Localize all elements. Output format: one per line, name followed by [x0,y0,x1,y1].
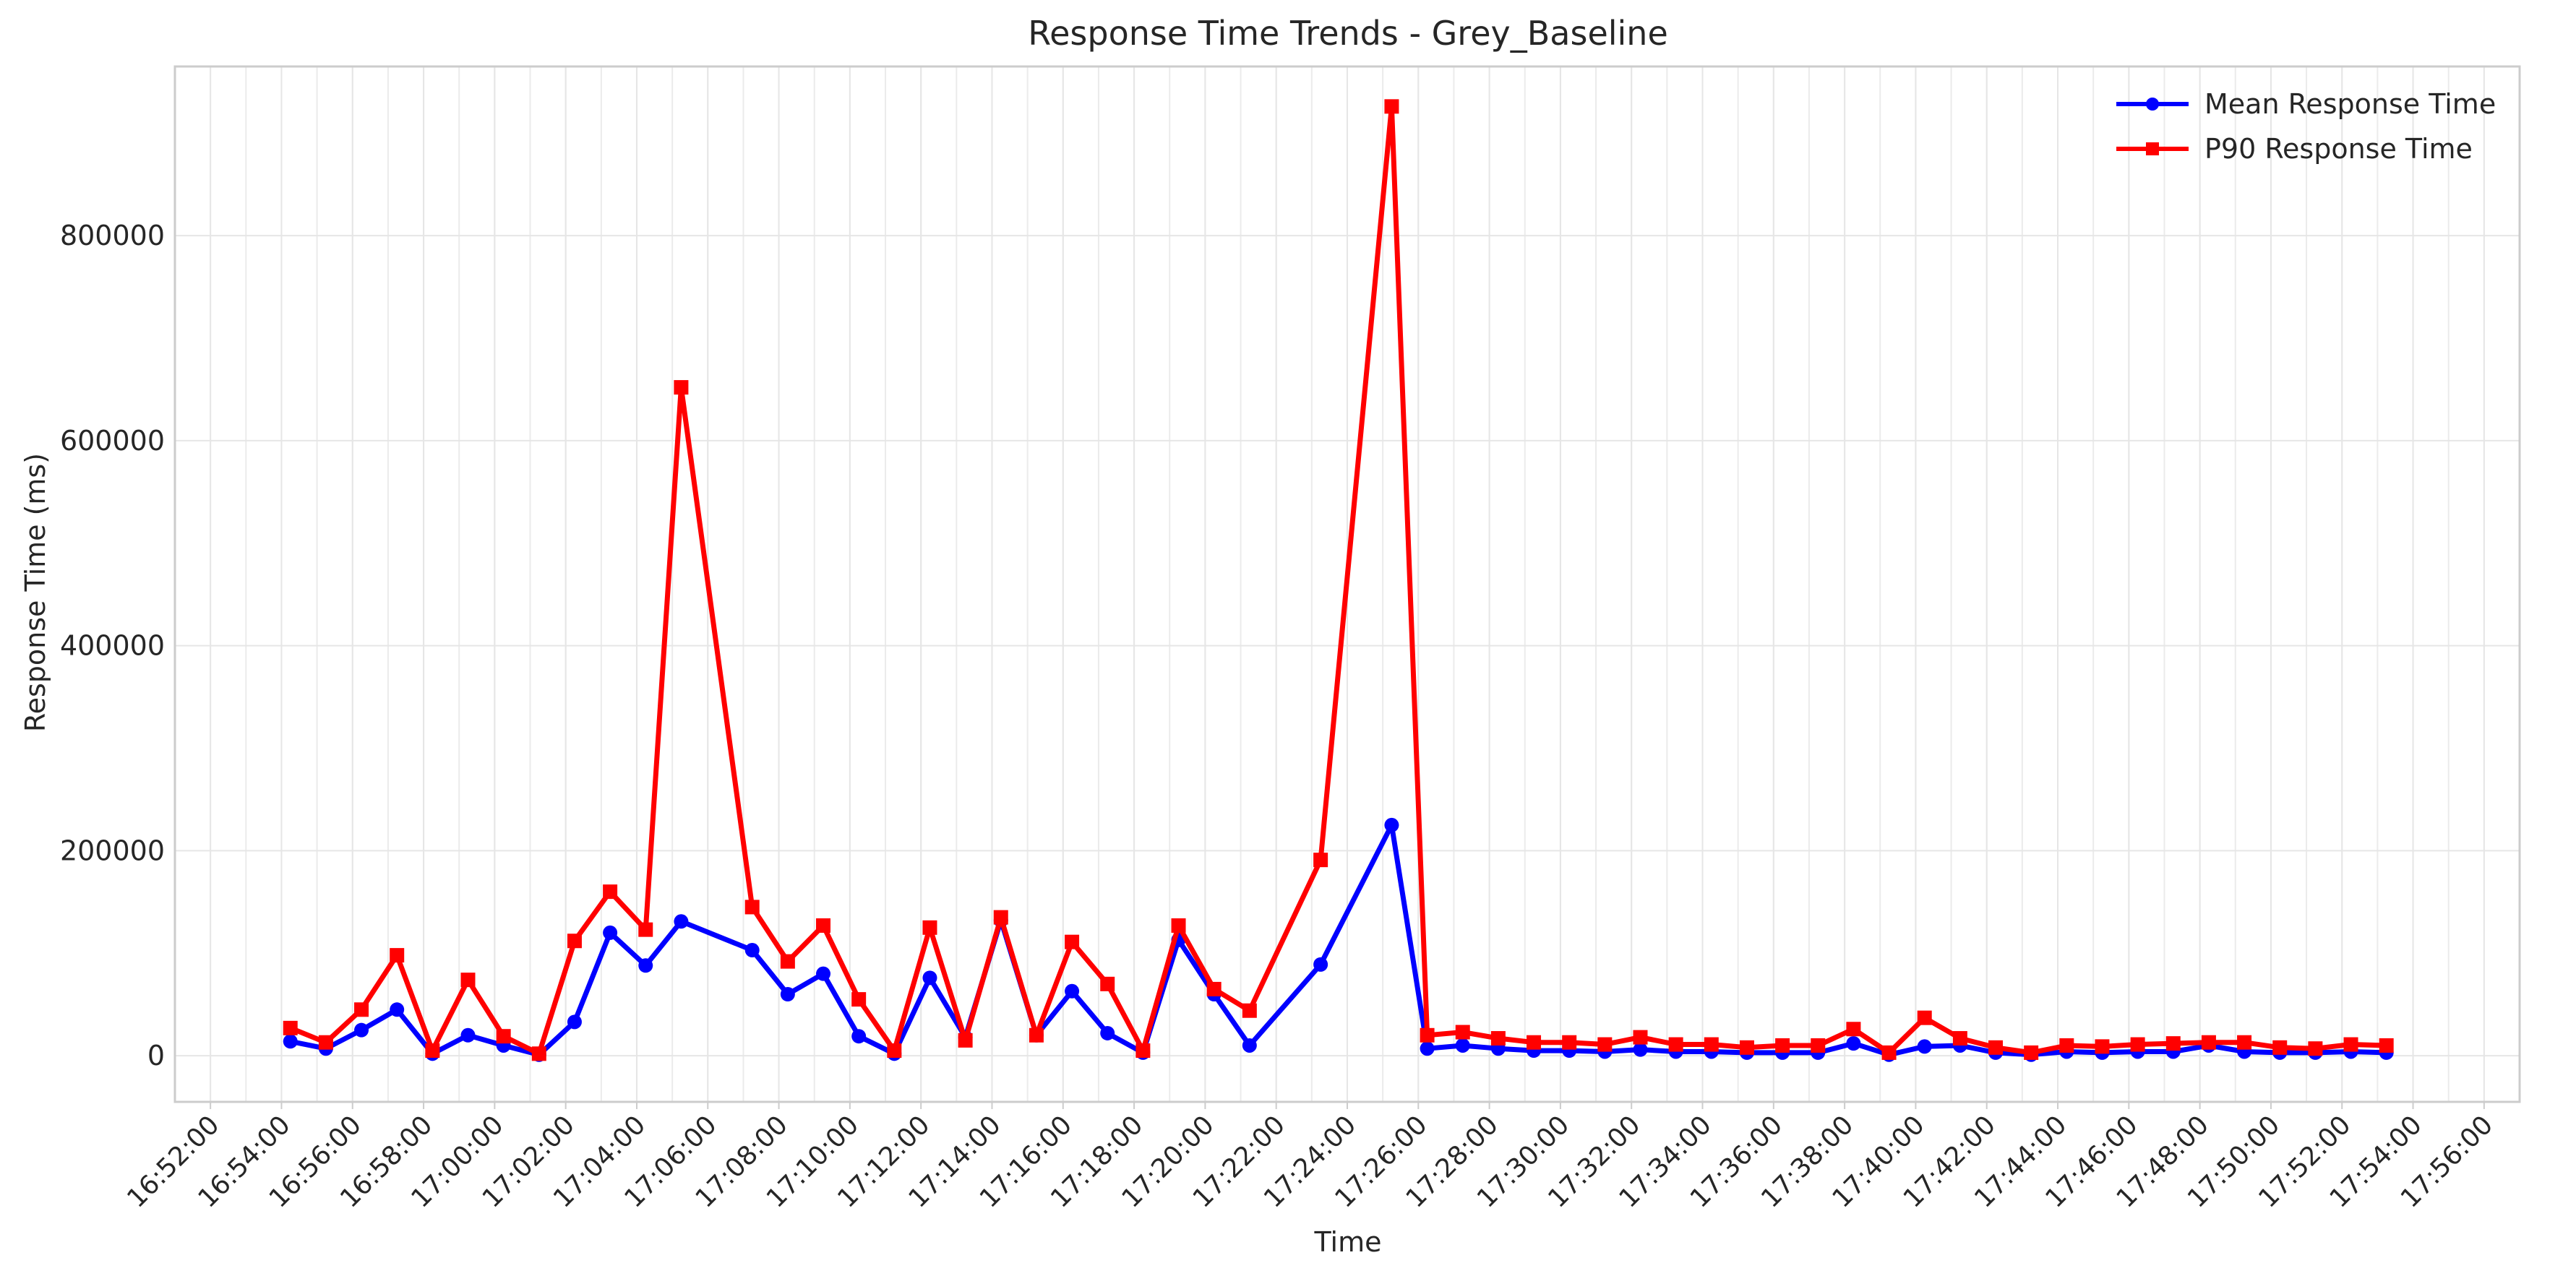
data-point [2165,1036,2181,1051]
y-axis-label: Response Time (ms) [20,453,51,732]
data-point [851,992,867,1007]
data-point [318,1035,333,1050]
data-point [460,973,476,988]
data-point [2343,1037,2358,1052]
data-point [567,1014,582,1030]
data-point [1242,1003,1257,1018]
data-point [283,1020,298,1035]
legend-label-mean: Mean Response Time [2204,88,2496,120]
data-point [922,970,937,986]
data-point [1384,817,1399,832]
data-point [638,922,653,937]
data-point [744,943,760,958]
legend-label-p90: P90 Response Time [2204,133,2473,165]
data-point [567,934,582,949]
data-point [1597,1037,1613,1052]
data-point [1988,1040,2004,1055]
data-point [744,900,760,915]
legend: Mean Response Time P90 Response Time [2116,88,2496,165]
y-tick-label: 800000 [60,220,165,251]
data-point [993,910,1008,925]
data-point [1490,1031,1506,1046]
data-point [1135,1043,1151,1059]
series-p90 [283,99,2394,1061]
data-point [2201,1035,2216,1050]
data-point [603,925,618,940]
grid [175,66,2520,1102]
chart-title: Response Time Trends - Grey_Baseline [1028,14,1668,53]
data-point [1242,1038,1257,1053]
data-point [1952,1031,1967,1046]
data-point [1100,976,1115,991]
data-point [2379,1038,2394,1053]
data-point [2308,1041,2323,1056]
data-point [531,1046,546,1061]
data-point [1633,1030,1648,1045]
data-point [1420,1041,1435,1056]
legend-marker-p90 [2146,142,2159,155]
data-point [283,1034,298,1049]
data-point [958,1033,973,1048]
data-point [354,1022,369,1038]
y-tick-label: 200000 [60,835,165,866]
data-point [1917,1010,1932,1025]
data-point [674,380,689,395]
data-point [496,1029,511,1044]
data-point [460,1027,476,1043]
data-point [390,1002,405,1017]
data-point [354,1002,369,1017]
data-point [2237,1035,2252,1050]
data-point [1065,983,1080,999]
data-point [425,1043,440,1059]
data-point [2095,1039,2110,1054]
data-point [1846,1036,1861,1051]
x-axis-label: Time [1314,1226,1382,1258]
data-point [1065,934,1080,949]
data-point [1846,1022,1861,1037]
data-point [922,920,937,935]
data-point [1029,1027,1044,1043]
data-point [2130,1037,2145,1052]
data-point [1313,853,1328,868]
data-point [638,958,653,973]
y-tick-label: 0 [147,1040,165,1072]
data-point [1704,1037,1719,1052]
data-point [1313,957,1328,972]
data-point [1775,1038,1790,1053]
data-point [1811,1038,1826,1053]
data-point [1668,1037,1683,1052]
data-point [816,966,831,981]
data-point [1384,99,1399,114]
y-tick-label: 600000 [60,425,165,457]
data-point [816,918,831,933]
legend-marker-mean [2146,98,2159,111]
data-point [1420,1027,1435,1043]
data-point [1739,1040,1754,1055]
data-point [2059,1038,2074,1053]
data-point [887,1043,902,1059]
data-point [780,987,795,1002]
data-point [1881,1045,1897,1060]
data-point [1455,1038,1470,1053]
data-point [2272,1040,2288,1055]
data-point [674,914,689,929]
data-point [1100,1025,1115,1040]
data-point [851,1029,867,1044]
data-point [1527,1035,1542,1050]
y-tick-label: 400000 [60,630,165,662]
data-point [2024,1045,2039,1060]
data-point [780,954,795,969]
data-point [1917,1039,1932,1054]
data-point [603,884,618,900]
data-point [1171,918,1186,933]
data-point [1206,981,1222,996]
data-point [1455,1025,1470,1040]
data-point [390,948,405,963]
data-point [1633,1042,1648,1057]
data-point [1562,1035,1577,1050]
series-layer [283,99,2394,1062]
